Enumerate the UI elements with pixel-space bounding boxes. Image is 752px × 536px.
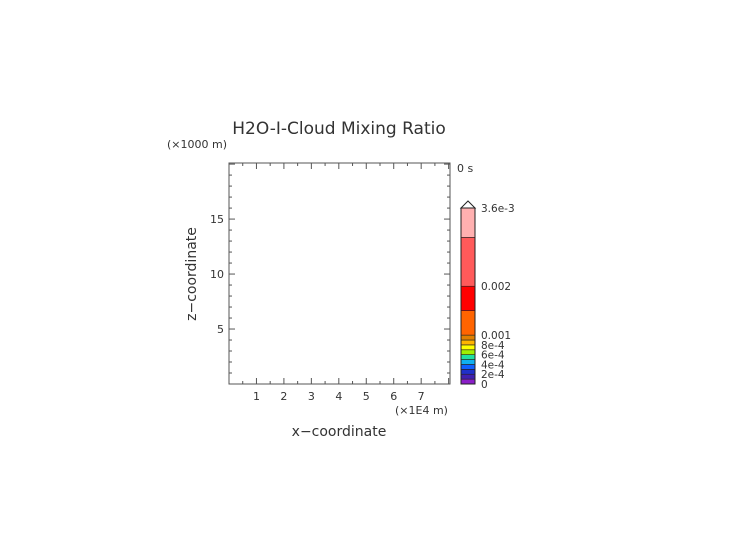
y-unit-label: (×1000 m) bbox=[167, 138, 227, 151]
x-tick-label: 3 bbox=[308, 390, 315, 403]
chart-title: H2O-I-Cloud Mixing Ratio bbox=[232, 119, 446, 139]
y-tick-label: 5 bbox=[217, 323, 224, 336]
y-tick-label: 10 bbox=[210, 268, 224, 281]
x-tick-label: 1 bbox=[253, 390, 260, 403]
x-tick-label: 6 bbox=[390, 390, 397, 403]
colorbar-band bbox=[460, 237, 476, 287]
colorbar-band bbox=[460, 369, 476, 375]
colorbar-band bbox=[460, 334, 476, 341]
colorbar-band bbox=[460, 354, 476, 360]
colorbar-band bbox=[460, 364, 476, 370]
x-tick-label: 7 bbox=[418, 390, 425, 403]
colorbar-tick-label: 2e-4 bbox=[481, 369, 505, 381]
x-tick-label: 2 bbox=[280, 390, 287, 403]
x-tick-label: 4 bbox=[335, 390, 342, 403]
colorbar-tick-label: 4e-4 bbox=[481, 359, 505, 371]
colorbar-band bbox=[460, 207, 476, 238]
colorbar-tick-label: 0.001 bbox=[481, 330, 511, 342]
colorbar-band bbox=[460, 344, 476, 351]
x-tick-label: 5 bbox=[363, 390, 370, 403]
x-axis-label: x−coordinate bbox=[292, 424, 387, 440]
colorbar-tick-label: 0.002 bbox=[481, 281, 511, 293]
colorbar-band bbox=[460, 378, 476, 385]
colorbar-tick-label: 8e-4 bbox=[481, 340, 505, 352]
plot-area bbox=[228, 162, 451, 385]
colorbar-band bbox=[460, 359, 476, 365]
time-label: 0 s bbox=[457, 162, 473, 175]
y-axis-label: z−coordinate bbox=[184, 227, 200, 321]
colorbar-band bbox=[460, 339, 476, 346]
colorbar-band bbox=[460, 349, 476, 355]
colorbar-extend-triangle bbox=[459, 200, 477, 209]
x-unit-label: (×1E4 m) bbox=[395, 404, 448, 417]
colorbar-band bbox=[460, 310, 476, 336]
colorbar-tick-label: 0 bbox=[481, 379, 488, 391]
y-tick-label: 15 bbox=[210, 213, 224, 226]
colorbar-band bbox=[460, 373, 476, 380]
colorbar-frame bbox=[460, 207, 476, 385]
colorbar-band bbox=[460, 285, 476, 311]
colorbar-tick-label: 6e-4 bbox=[481, 350, 505, 362]
colorbar-tick-label: 3.6e-3 bbox=[481, 203, 515, 215]
